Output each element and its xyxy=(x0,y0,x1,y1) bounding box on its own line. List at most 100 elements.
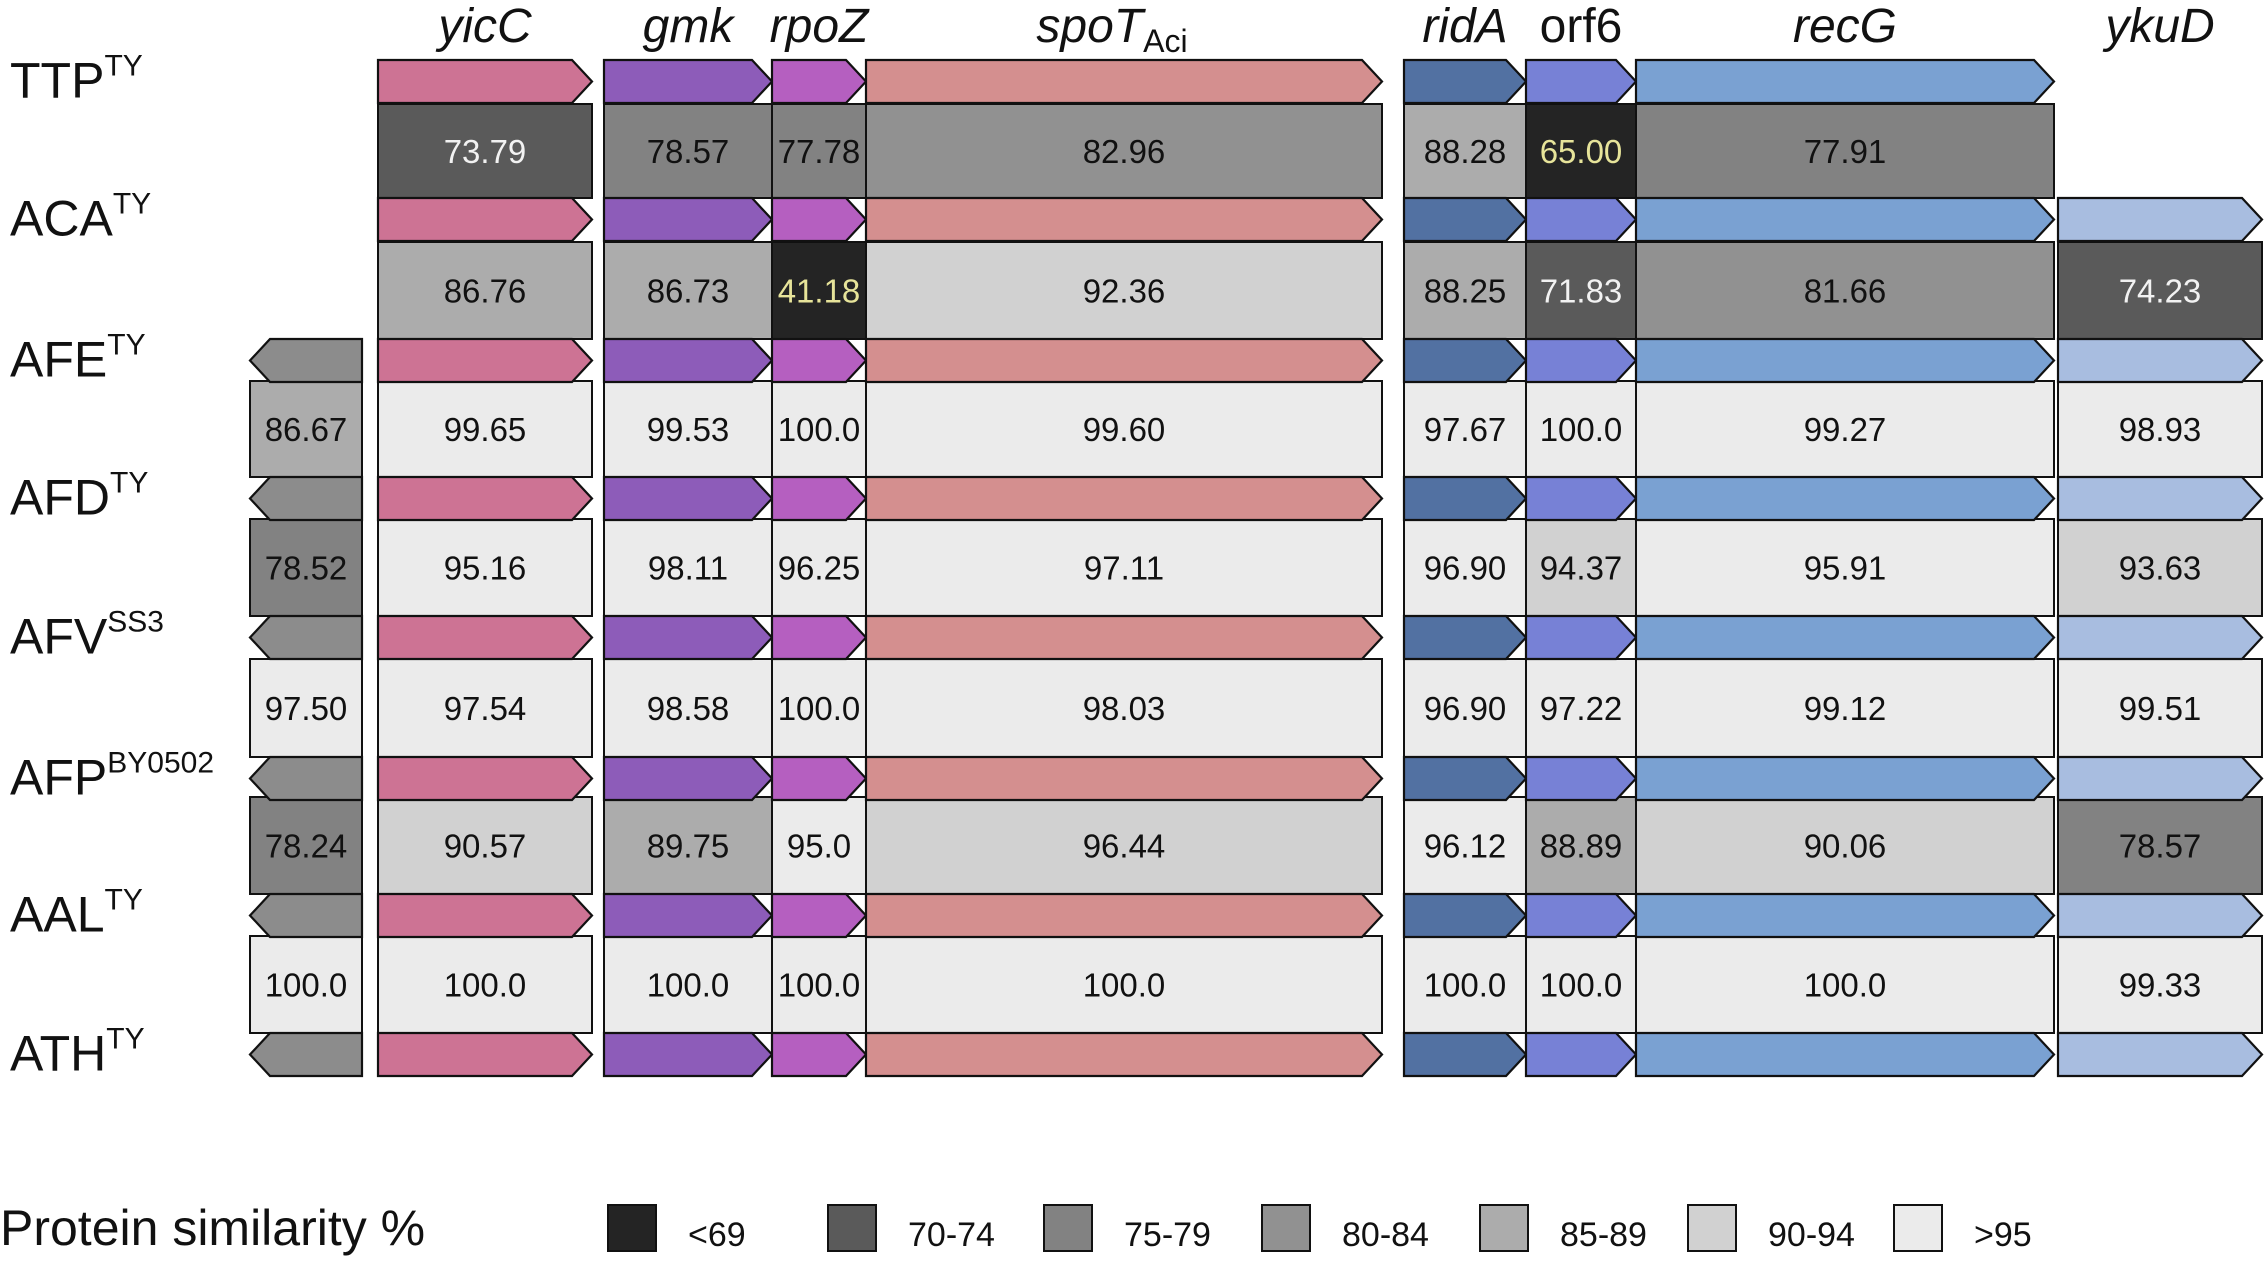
gene-arrow-gmk xyxy=(602,337,774,384)
legend-label: 75-79 xyxy=(1124,1216,1211,1254)
similarity-value: 99.53 xyxy=(647,411,730,448)
legend-label: >95 xyxy=(1974,1216,2032,1254)
legend-label: 90-94 xyxy=(1768,1216,1855,1254)
similarity-value: 99.51 xyxy=(2119,690,2202,727)
strain-superscript: TY xyxy=(110,467,148,500)
similarity-value: 100.0 xyxy=(1804,967,1887,1004)
similarity-value: 74.23 xyxy=(2119,273,2202,310)
similarity-value: 88.89 xyxy=(1540,828,1623,865)
similarity-value: 86.76 xyxy=(444,273,527,310)
similarity-value: 93.63 xyxy=(2119,550,2202,587)
similarity-box-gmk xyxy=(603,658,773,758)
similarity-value: 90.06 xyxy=(1804,828,1887,865)
gene-label-ridA: ridA xyxy=(1422,0,1507,53)
gene-arrow-orf6 xyxy=(1524,614,1638,661)
similarity-box-recG xyxy=(1635,935,2055,1034)
strain-superscript: SS3 xyxy=(107,606,164,639)
gene-arrow-recG xyxy=(1634,196,2056,243)
gene-arrow-orf0 xyxy=(248,1031,364,1078)
gene-label-yicC: yicC xyxy=(435,0,532,53)
gene-arrow-orf0 xyxy=(248,892,364,939)
gene-arrow-spoT xyxy=(864,337,1384,384)
gene-arrow-recG xyxy=(1634,337,2056,384)
gene-arrow-rpoZ xyxy=(770,337,868,384)
similarity-value: 95.0 xyxy=(787,828,851,865)
gene-arrow-gmk xyxy=(602,58,774,105)
similarity-box-ridA xyxy=(1403,796,1527,895)
legend-swatch xyxy=(1261,1204,1311,1252)
strain-superscript: BY0502 xyxy=(107,747,214,780)
similarity-value: 100.0 xyxy=(778,411,861,448)
similarity-value: 97.22 xyxy=(1540,690,1623,727)
gene-arrow-orf6 xyxy=(1524,58,1638,105)
similarity-box-ridA xyxy=(1403,935,1527,1034)
gene-arrow-spoT xyxy=(864,755,1384,802)
strain-name: AFE xyxy=(10,332,107,388)
similarity-value: 100.0 xyxy=(1540,411,1623,448)
gene-arrow-orf6 xyxy=(1524,475,1638,522)
legend: Protein similarity % <69 70-74 75-79 80-84 8… xyxy=(0,1200,2032,1256)
gene-label-orf6: orf6 xyxy=(1540,0,1623,53)
similarity-value: 96.90 xyxy=(1424,690,1507,727)
similarity-box-recG xyxy=(1635,796,2055,895)
gene-label-rpoZ: rpoZ xyxy=(770,0,870,53)
gene-arrow-ykuD xyxy=(2056,196,2264,243)
strain-superscript: TY xyxy=(113,188,151,221)
strain-superscript: TY xyxy=(105,884,143,917)
similarity-boxes: 73.79 78.57 77.78 82.96 88.28 65.00 77.91 86.76… xyxy=(249,103,2263,1034)
gene-arrow-orf0 xyxy=(248,614,364,661)
gene-arrow-ridA xyxy=(1402,58,1528,105)
similarity-value: 78.57 xyxy=(647,133,730,170)
similarity-value: 86.67 xyxy=(265,411,348,448)
similarity-value: 81.66 xyxy=(1804,273,1887,310)
strain-label: AFVSS3 xyxy=(10,606,164,665)
similarity-value: 100.0 xyxy=(1083,967,1166,1004)
gene-arrow-gmk xyxy=(602,892,774,939)
gene-arrow-yicC xyxy=(376,337,594,384)
similarity-value: 100.0 xyxy=(647,967,730,1004)
gene-arrow-spoT xyxy=(864,614,1384,661)
similarity-value: 95.91 xyxy=(1804,550,1887,587)
similarity-box-rpoZ xyxy=(771,380,867,478)
similarity-value: 96.90 xyxy=(1424,550,1507,587)
similarity-box-recG xyxy=(1635,658,2055,758)
strain-name: ATH xyxy=(10,1026,106,1082)
similarity-box-orf6 xyxy=(1525,935,1637,1034)
gene-arrow-ridA xyxy=(1402,614,1528,661)
gene-arrow-gmk xyxy=(602,475,774,522)
similarity-value: 78.24 xyxy=(265,828,348,865)
similarity-value: 100.0 xyxy=(265,967,348,1004)
similarity-box-spoT xyxy=(865,935,1383,1034)
similarity-value: 100.0 xyxy=(778,690,861,727)
gene-arrow-gmk xyxy=(602,614,774,661)
similarity-value: 94.37 xyxy=(1540,550,1623,587)
strain-superscript: TY xyxy=(107,329,145,362)
similarity-box-ridA xyxy=(1403,380,1527,478)
similarity-value: 77.91 xyxy=(1804,133,1887,170)
gene-arrows xyxy=(248,58,2264,1078)
gene-arrow-rpoZ xyxy=(770,1031,868,1078)
similarity-box-spoT xyxy=(865,518,1383,617)
similarity-value: 100.0 xyxy=(1540,967,1623,1004)
gene-arrow-ykuD xyxy=(2056,337,2264,384)
strain-label: ACATY xyxy=(10,188,151,247)
similarity-box-spoT xyxy=(865,796,1383,895)
similarity-box-yicC xyxy=(377,796,593,895)
similarity-value: 99.60 xyxy=(1083,411,1166,448)
similarity-box-recG xyxy=(1635,518,2055,617)
gene-arrow-rpoZ xyxy=(770,58,868,105)
similarity-value: 100.0 xyxy=(778,967,861,1004)
similarity-value: 73.79 xyxy=(444,133,527,170)
similarity-box-ykuD xyxy=(2057,380,2263,478)
similarity-value: 100.0 xyxy=(1424,967,1507,1004)
similarity-value: 100.0 xyxy=(444,967,527,1004)
similarity-value: 89.75 xyxy=(647,828,730,865)
gene-arrow-rpoZ xyxy=(770,196,868,243)
similarity-box-orf0 xyxy=(249,380,363,478)
strain-name: AFV xyxy=(10,609,108,665)
similarity-value: 96.12 xyxy=(1424,828,1507,865)
legend-swatch xyxy=(1043,1204,1093,1252)
legend-swatch xyxy=(1893,1204,1943,1252)
strain-superscript: TY xyxy=(104,50,142,83)
